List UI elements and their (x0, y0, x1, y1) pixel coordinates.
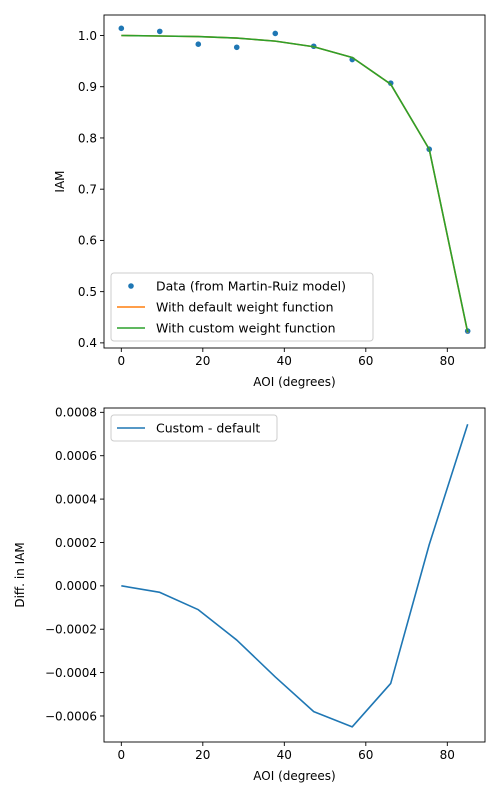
y-tick-label: 0.0008 (55, 406, 97, 420)
y-tick-label: 0.0000 (55, 579, 97, 593)
y-tick-label: 0.0002 (55, 536, 97, 550)
x-tick-label: 0 (117, 354, 125, 368)
legend-box (110, 414, 278, 442)
y-axis-label: IAM (53, 170, 67, 192)
y-tick-label: 0.0006 (55, 449, 97, 463)
legend-box (110, 272, 374, 342)
series-line-1-0 (121, 424, 469, 728)
axes-frame (103, 14, 486, 349)
x-tick-label: 80 (440, 354, 455, 368)
x-tick-label: 20 (195, 354, 210, 368)
data-point (272, 30, 279, 37)
x-tick-label: 20 (195, 748, 210, 762)
data-point (156, 28, 163, 35)
x-tick-label: 60 (358, 354, 373, 368)
y-tick-label: −0.0006 (45, 709, 97, 723)
series-line-0-2 (121, 34, 469, 333)
legend-entry-label: With default weight function (156, 300, 334, 315)
data-point (233, 44, 240, 51)
y-tick-label: 0.9 (78, 80, 97, 94)
y-axis-label: Diff. in IAM (13, 542, 27, 607)
y-tick-label: 0.4 (78, 336, 97, 350)
x-tick-label: 80 (440, 748, 455, 762)
y-tick-label: −0.0004 (45, 666, 97, 680)
x-tick-label: 40 (277, 354, 292, 368)
legend-marker-swatch (128, 283, 134, 289)
chart-iam-vs-aoi: 0 20 40 60 80 0.4 0.5 0.6 0.7 0.8 0.9 1.0 AOI (degre… (53, 14, 486, 389)
x-tick-label: 0 (117, 748, 125, 762)
data-point (195, 41, 202, 47)
data-point (118, 25, 125, 32)
y-tick-label: 0.0004 (55, 492, 97, 506)
x-tick-label: 40 (277, 748, 292, 762)
y-tick-label: 0.8 (78, 131, 97, 145)
data-point (387, 80, 394, 86)
legend-entry-label: Data (from Martin-Ruiz model) (156, 279, 346, 294)
y-tick-label: −0.0002 (45, 623, 97, 637)
x-axis-label: AOI (degrees) (253, 375, 335, 389)
legend-entry-label: With custom weight function (156, 321, 336, 336)
chart-diff-in-iam: 0 20 40 60 80 −0.0006 −0.0004 −0.0002 0.0000 0.00… (13, 406, 486, 783)
legend-entry-label: Custom - default (156, 421, 260, 436)
y-tick-label: 0.5 (78, 285, 97, 299)
axes-frame (103, 407, 486, 743)
y-tick-label: 0.7 (78, 182, 97, 196)
y-tick-label: 0.6 (78, 234, 97, 248)
x-tick-label: 60 (358, 748, 373, 762)
x-axis-label: AOI (degrees) (253, 769, 335, 783)
y-tick-label: 1.0 (78, 29, 97, 43)
